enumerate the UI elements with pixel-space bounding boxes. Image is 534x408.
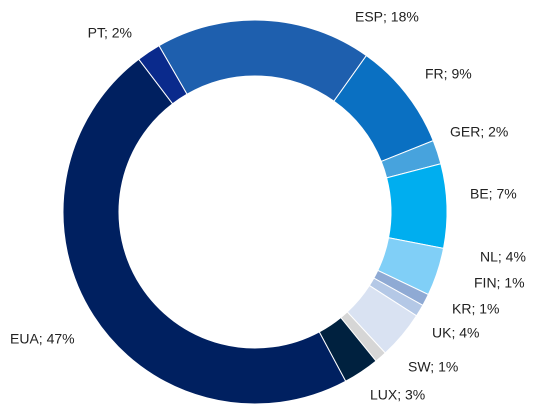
slice-label: NL; 4%: [480, 249, 526, 265]
slice-label: PT; 2%: [88, 25, 132, 41]
slice-label: ESP; 18%: [355, 9, 419, 25]
slice: [158, 19, 368, 102]
slice-label: GER; 2%: [450, 124, 508, 140]
slice: [62, 58, 347, 405]
slice-label: FIN; 1%: [474, 275, 525, 291]
slice-label: UK; 4%: [432, 325, 479, 341]
slice-label: LUX; 3%: [370, 387, 425, 403]
slice-label: KR; 1%: [452, 301, 499, 317]
slice-label: EUA; 47%: [10, 331, 75, 347]
slice-label: SW; 1%: [408, 359, 458, 375]
slice: [138, 45, 188, 105]
slice: [386, 163, 448, 249]
slice-label: FR; 9%: [425, 66, 472, 82]
slice-label: BE; 7%: [470, 186, 517, 202]
